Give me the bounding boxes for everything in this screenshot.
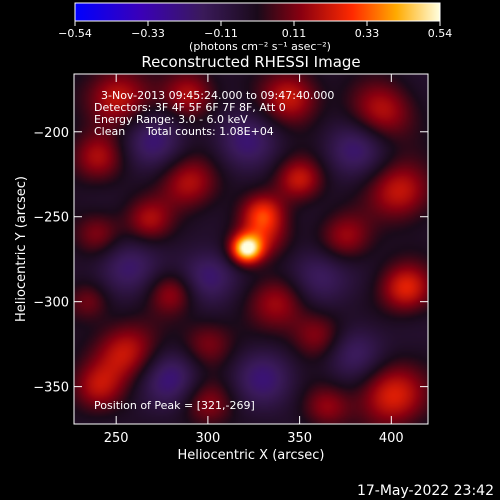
plot-frame (73, 73, 429, 425)
colorbar-tick-label-1: −0.33 (131, 27, 165, 40)
annotation-clean: Clean (94, 125, 125, 138)
annotation-time: 3-Nov-2013 09:45:24.000 to 09:47:40.000 (101, 89, 334, 102)
axis-ticks: 250 300 350 400 −200 −250 −300 −350 (33, 74, 428, 446)
heatmap-image (74, 74, 428, 424)
timestamp: 17-May-2022 23:42 (356, 483, 494, 499)
colorbar-tick-label-4: 0.33 (355, 27, 380, 40)
colorbar-tick-label-0: −0.54 (58, 27, 92, 40)
chart-title: Reconstructed RHESSI Image (141, 53, 360, 71)
annotation-peak: Position of Peak = [321,-269] (94, 399, 255, 412)
y-tick-label-3: −350 (33, 381, 69, 396)
colorbar-tick-label-3: 0.11 (282, 27, 307, 40)
x-tick-label-3: 400 (379, 431, 404, 446)
colorbar-tick-label-5: 0.54 (428, 27, 453, 40)
x-tick-label-2: 350 (287, 431, 312, 446)
colorbar-tick-label-2: −0.11 (204, 27, 238, 40)
x-axis-label: Heliocentric X (arcsec) (178, 448, 325, 463)
annotation-energy: Energy Range: 3.0 - 6.0 keV (94, 113, 248, 126)
y-tick-label-2: −300 (33, 296, 69, 311)
y-axis-label: Heliocentric Y (arcsec) (14, 176, 29, 322)
x-tick-label-1: 300 (195, 431, 220, 446)
colorbar-unit-label: (photons cm⁻² s⁻¹ asec⁻²) (189, 40, 331, 53)
y-tick-label-1: −250 (33, 211, 69, 226)
annotation-counts: Total counts: 1.08E+04 (145, 125, 274, 138)
colorbar (74, 2, 441, 22)
y-tick-label-0: −200 (33, 126, 69, 141)
x-tick-label-0: 250 (104, 431, 129, 446)
annotation-detectors: Detectors: 3F 4F 5F 6F 7F 8F, Att 0 (94, 101, 286, 114)
colorbar-ticks: −0.54 −0.33 −0.11 0.11 0.33 0.54 (58, 21, 452, 40)
